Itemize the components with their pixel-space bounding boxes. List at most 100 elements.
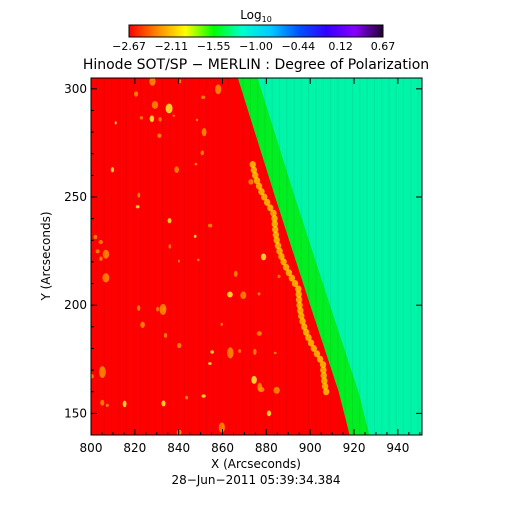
disk-features — [91, 78, 330, 435]
disk-feature-blob — [99, 256, 103, 261]
limb-feature-blob — [295, 290, 302, 298]
colorbar-tick-label: 0.67 — [371, 40, 396, 53]
y-tick-label: 150 — [64, 406, 87, 420]
limb-feature-blob — [271, 215, 278, 223]
disk-feature-blob — [257, 292, 261, 296]
limb-feature-blob — [300, 323, 308, 331]
x-tick-label: 820 — [123, 441, 146, 455]
disk-feature-blob — [177, 259, 180, 263]
disk-feature-blob — [176, 342, 182, 349]
disk-feature-blob — [215, 84, 222, 95]
timestamp: 28−Jun−2011 05:39:34.384 — [171, 473, 340, 487]
limb-feature-blob — [297, 307, 304, 315]
limb-feature-blob — [280, 258, 287, 266]
limb-feature-blob — [276, 247, 283, 255]
disk-feature-blob — [133, 91, 139, 97]
disk-feature-blob — [253, 348, 257, 355]
disk-feature-blob — [110, 167, 115, 173]
limb-feature-blob — [250, 166, 258, 174]
disk-feature-blob — [135, 205, 140, 209]
disk-feature-blob — [266, 410, 272, 417]
limb-feature-blob — [288, 274, 296, 282]
limb-feature-blob — [271, 220, 278, 228]
limb-feature-blob — [273, 236, 280, 244]
solar-disk-region — [91, 78, 350, 435]
chart-title: Hinode SOT/SP − MERLIN : Degree of Polar… — [83, 57, 429, 73]
colorbar-tick-label: −1.00 — [239, 40, 273, 53]
disk-feature-blob — [233, 270, 238, 278]
disk-feature-blob — [251, 375, 257, 384]
limb-feature-blob — [320, 366, 327, 374]
disk-feature-blob — [114, 121, 117, 125]
disk-feature-blob — [248, 179, 254, 185]
limb-feature-blob — [282, 263, 290, 271]
limb-feature-blob — [310, 344, 318, 352]
disk-feature-blob — [201, 95, 206, 100]
y-tick-label: 200 — [64, 298, 87, 312]
limb-feature-blob — [272, 231, 280, 239]
scan-stripes — [96, 78, 419, 435]
colorbar — [128, 24, 384, 38]
x-tick-label: 800 — [80, 441, 103, 455]
disk-feature-blob — [149, 115, 155, 123]
disk-feature-blob — [98, 240, 103, 245]
disk-feature-blob — [218, 422, 225, 433]
limb-feature-blob — [291, 280, 299, 288]
disk-feature-blob — [273, 386, 280, 394]
disk-feature-blob — [151, 101, 159, 109]
x-tick-label: 880 — [255, 441, 278, 455]
disk-feature-blob — [195, 118, 199, 122]
limb-feature-blob — [255, 182, 263, 190]
disk-feature-blob — [168, 244, 172, 249]
colorbar-tick-label: 0.12 — [328, 40, 353, 53]
disk-feature-blob — [99, 366, 106, 379]
disk-feature-blob — [159, 303, 167, 315]
y-tick-label: 300 — [64, 82, 87, 96]
limb-feature-blob — [298, 312, 305, 320]
disk-feature-blob — [93, 234, 98, 240]
limb-feature-blob — [260, 193, 268, 201]
disk-feature-blob — [220, 322, 223, 327]
limb-feature-blob — [295, 285, 302, 293]
disk-feature-blob — [161, 400, 166, 407]
limb-feature-blob — [295, 296, 303, 304]
colorbar-label-base: Log — [240, 8, 261, 22]
disk-feature-blob — [136, 305, 141, 311]
limb-feature-blob — [274, 242, 282, 250]
limb-feature-blob — [299, 317, 306, 325]
y-axis: 150 200 250 300 — [64, 82, 422, 420]
disk-feature-blob — [105, 403, 109, 408]
limb-feature-blob — [316, 355, 324, 363]
limb-feature-blob — [302, 328, 310, 336]
disk-feature-blob — [163, 332, 168, 338]
disk-feature-blob — [201, 127, 207, 137]
limb-feature-blob — [267, 204, 274, 212]
limb-feature-blob — [307, 339, 315, 347]
disk-feature-blob — [102, 273, 110, 283]
limb-feature-blob — [263, 198, 271, 206]
disk-feature-blob — [156, 306, 159, 312]
limb-feature-blob — [321, 377, 328, 385]
disk-feature-blob — [257, 382, 263, 392]
limb-feature-blob — [252, 171, 259, 179]
colorbar-tick-label: −1.55 — [197, 40, 231, 53]
disk-feature-blob — [260, 253, 267, 261]
x-tick-label: 840 — [167, 441, 190, 455]
limb-feature-blob — [270, 209, 277, 217]
disk-feature-blob — [165, 103, 173, 114]
limb-feature-blob — [322, 388, 330, 396]
disk-feature-blob — [200, 150, 204, 156]
disk-feature-blob — [277, 274, 281, 279]
x-axis: 800 820 840 860 880 900 920 940 — [80, 78, 421, 455]
limb-feature-blob — [272, 225, 279, 233]
plot-frame — [90, 77, 423, 436]
disk-feature-blob — [174, 166, 179, 173]
disk-feature-blob — [140, 321, 145, 328]
colorbar-label-sub: 10 — [262, 15, 272, 24]
disk-feature-blob — [210, 350, 214, 354]
disk-feature-blob — [158, 117, 162, 122]
disk-feature-blob — [227, 291, 233, 298]
disk-feature-blob — [102, 249, 110, 259]
limb-feature-blob — [249, 161, 256, 169]
